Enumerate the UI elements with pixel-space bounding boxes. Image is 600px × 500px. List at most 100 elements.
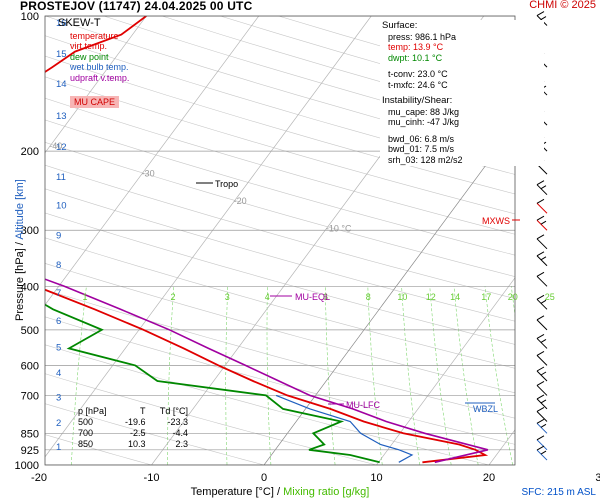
pressure-tick-label: 850 xyxy=(21,428,39,440)
wind-barb-feather xyxy=(536,366,545,372)
altitude-tick-label: 14 xyxy=(56,79,67,90)
wind-barb-feather xyxy=(540,299,547,304)
table-row: 500 -19.6 -23.3 xyxy=(78,417,188,428)
wind-barb-feather xyxy=(536,381,545,386)
isotherm-label: -20 xyxy=(234,196,247,206)
altitude-tick-label: 2 xyxy=(56,418,61,429)
t-mxfc: t-mxfc: 24.6 °C xyxy=(388,79,448,90)
wind-barb xyxy=(536,298,548,310)
altitude-tick-label: 16 xyxy=(56,18,67,29)
dry-adiabat xyxy=(45,263,515,394)
wind-barb-feather xyxy=(540,399,547,404)
temp-tick-label: -20 xyxy=(31,472,47,484)
surface-dwpt: dwpt: 10.1 °C xyxy=(388,52,443,63)
mu-lfc-label: MU-LFC xyxy=(346,400,380,410)
wind-barb-feather xyxy=(536,271,545,277)
altitude-tick-label: 4 xyxy=(56,368,61,379)
wind-barb-feather xyxy=(540,16,547,20)
legend-temperature: temperature xyxy=(70,30,119,41)
pressure-tick-label: 500 xyxy=(21,325,39,337)
surface-title: Surface: xyxy=(382,20,418,31)
surface-temp: temp: 13.9 °C xyxy=(388,42,444,52)
altitude-tick-label: 8 xyxy=(56,260,61,271)
isotherm-line xyxy=(45,16,147,154)
altitude-tick-label: 1 xyxy=(56,442,61,453)
wind-barb-feather xyxy=(536,11,545,16)
wind-barb-feather xyxy=(540,423,547,428)
mixing-ratio-line xyxy=(511,286,515,318)
wind-barb xyxy=(536,255,548,267)
wind-barb-feather xyxy=(540,338,547,343)
isotherm-label: -30 xyxy=(142,168,155,178)
x-axis-label: Temperature [°C] / Mixing ratio [g/kg] xyxy=(0,486,560,498)
mixing-ratio-label: 8 xyxy=(366,292,371,302)
plot-area xyxy=(45,16,515,465)
wind-barb-feather xyxy=(536,294,545,300)
mixing-ratio-label: 14 xyxy=(450,292,460,302)
wind-barb xyxy=(536,238,548,250)
y-axis-pressure-label: Pressure [hPa] xyxy=(14,248,26,321)
altitude-tick-label: 10 xyxy=(56,201,67,212)
y-axis-separator: / xyxy=(14,239,26,249)
table-header: p [hPa] T Td [°C] xyxy=(78,406,188,417)
wind-barb xyxy=(536,338,548,349)
temp-tick-label: -10 xyxy=(144,472,160,484)
mixing-ratio-line xyxy=(453,286,479,465)
altitude-tick-label: 7 xyxy=(56,288,61,299)
altitude-tick-label: 9 xyxy=(56,231,61,242)
isotherm-line xyxy=(45,16,260,306)
wind-barb-feather xyxy=(536,215,545,221)
updraft-line xyxy=(45,278,489,464)
chart-title: PROSTEJOV (11747) 24.04.2025 00 UTC xyxy=(20,0,253,13)
wind-barb-feather xyxy=(536,407,545,412)
wind-barb xyxy=(536,184,548,196)
tropopause-label: Tropo xyxy=(215,179,238,189)
wind-barb xyxy=(536,370,548,382)
copyright-label: CHMI © 2025 xyxy=(529,0,596,11)
legend-title: SKEW-T xyxy=(58,17,101,29)
wind-barb-feather xyxy=(540,450,547,455)
pressure-tick-label: 300 xyxy=(21,225,39,237)
legend-updraft: udpraft v.temp. xyxy=(70,72,130,83)
wind-barb-feather xyxy=(536,180,545,186)
temp-tick-label: 20 xyxy=(483,472,495,484)
isotherm-line xyxy=(376,277,515,465)
mu-cinh-value: mu_cinh: -47 J/kg xyxy=(388,117,460,127)
pressure-tick-label: 400 xyxy=(21,281,39,293)
table-cell: -19.6 xyxy=(125,417,146,427)
table-cell: 700 xyxy=(78,428,94,438)
wind-barb xyxy=(536,439,548,451)
dry-adiabat xyxy=(45,119,515,256)
pressure-tick-label: 200 xyxy=(21,146,39,158)
wind-barb xyxy=(536,319,548,331)
dew-point-line xyxy=(45,303,380,464)
mixing-ratio-label: 10 xyxy=(397,292,407,302)
table-cell: 850 xyxy=(78,439,94,449)
wind-barb-feather xyxy=(536,418,545,424)
mixing-ratio-label: 17 xyxy=(481,292,491,302)
wind-barb-feather xyxy=(536,315,545,321)
t-conv: t-conv: 23.0 °C xyxy=(388,69,448,79)
isotherm-line xyxy=(45,16,372,458)
wind-barb xyxy=(536,422,548,434)
wind-barb xyxy=(536,275,548,287)
dry-adiabat xyxy=(45,164,515,299)
surface-elevation-label: SFC: 215 m ASL xyxy=(521,487,596,498)
isotherm-label: -10 °C xyxy=(326,223,352,233)
pressure-tick-label: 925 xyxy=(21,445,39,457)
table-cell: -23.3 xyxy=(167,417,189,427)
temp-tick-label: 30 xyxy=(595,472,600,484)
dry-adiabat xyxy=(45,289,515,419)
mu-cape-badge: MU CAPE xyxy=(70,96,120,108)
pressure-tick-label: 1000 xyxy=(15,460,39,472)
mixing-ratio-label: 2 xyxy=(170,292,175,302)
dry-adiabat xyxy=(45,97,515,235)
wind-barb xyxy=(536,398,548,410)
wind-barb-feather xyxy=(536,394,545,400)
wind-barb xyxy=(536,202,548,214)
table-cell: 10.3 xyxy=(127,439,146,449)
surface-press: press: 986.1 hPa xyxy=(388,31,457,42)
mixing-ratio-label: 12 xyxy=(426,292,436,302)
table-cell: 2.3 xyxy=(175,439,189,449)
temperature-line xyxy=(45,16,489,464)
